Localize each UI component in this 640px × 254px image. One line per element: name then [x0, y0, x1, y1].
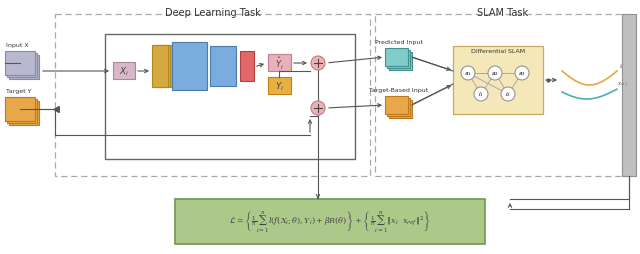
FancyBboxPatch shape — [154, 46, 170, 88]
Text: Target-Based Input: Target-Based Input — [369, 88, 429, 93]
FancyBboxPatch shape — [453, 47, 543, 115]
Circle shape — [515, 67, 529, 81]
Text: $Y_i$: $Y_i$ — [275, 80, 284, 92]
Text: $\hat{Y}_i$: $\hat{Y}_i$ — [275, 55, 284, 71]
Text: $\mathcal{L}=\left\{\frac{1}{n}\sum_{i=1}^{n}l(f(X_i;\theta),Y_i)+\beta R(\theta: $\mathcal{L}=\left\{\frac{1}{n}\sum_{i=1… — [229, 209, 431, 234]
Text: $a_1$: $a_1$ — [464, 70, 472, 78]
FancyBboxPatch shape — [389, 101, 412, 119]
Circle shape — [474, 88, 488, 102]
Circle shape — [311, 57, 325, 71]
Circle shape — [461, 67, 475, 81]
Text: $a_3$: $a_3$ — [518, 70, 525, 78]
FancyBboxPatch shape — [175, 199, 485, 244]
Text: $a_2$: $a_2$ — [492, 70, 499, 78]
Text: $l_1$: $l_1$ — [478, 90, 484, 99]
FancyBboxPatch shape — [5, 98, 35, 121]
FancyBboxPatch shape — [7, 100, 37, 123]
FancyBboxPatch shape — [152, 46, 168, 88]
FancyBboxPatch shape — [9, 56, 39, 80]
Text: $X_i$: $X_i$ — [119, 65, 129, 77]
FancyBboxPatch shape — [210, 47, 236, 87]
FancyBboxPatch shape — [268, 78, 291, 95]
Text: Input X: Input X — [6, 43, 29, 48]
FancyBboxPatch shape — [156, 46, 172, 88]
FancyBboxPatch shape — [240, 52, 254, 82]
FancyBboxPatch shape — [5, 52, 35, 76]
FancyBboxPatch shape — [268, 55, 291, 72]
FancyBboxPatch shape — [387, 99, 410, 117]
FancyBboxPatch shape — [113, 63, 135, 80]
Text: Target Y: Target Y — [6, 89, 31, 94]
FancyBboxPatch shape — [7, 54, 37, 78]
FancyBboxPatch shape — [9, 102, 39, 125]
Circle shape — [488, 67, 502, 81]
Text: $l_2$: $l_2$ — [505, 90, 511, 99]
FancyBboxPatch shape — [172, 43, 207, 91]
Text: $l_i$: $l_i$ — [619, 62, 623, 71]
FancyBboxPatch shape — [622, 15, 636, 176]
Circle shape — [501, 88, 515, 102]
FancyBboxPatch shape — [387, 51, 410, 69]
Text: SLAM Task: SLAM Task — [477, 8, 529, 18]
FancyBboxPatch shape — [385, 49, 408, 67]
Text: Deep Learning Task: Deep Learning Task — [165, 8, 261, 18]
Circle shape — [311, 102, 325, 116]
FancyBboxPatch shape — [389, 53, 412, 71]
FancyBboxPatch shape — [385, 97, 408, 115]
Text: $x_{i+j}$: $x_{i+j}$ — [617, 80, 628, 90]
Text: Predicted Input: Predicted Input — [375, 40, 423, 45]
Text: Differential SLAM: Differential SLAM — [471, 49, 525, 54]
